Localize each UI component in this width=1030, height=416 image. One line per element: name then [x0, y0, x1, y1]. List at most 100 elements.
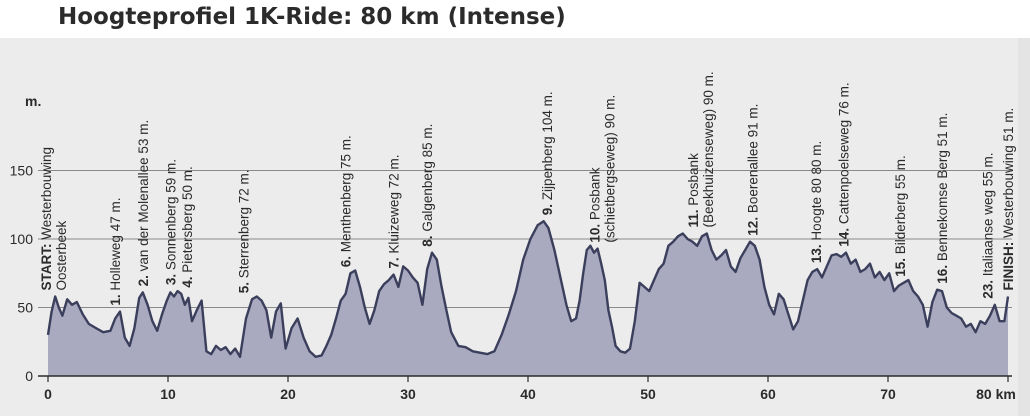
x-axis-ticks: 0 10 20 30 40 50 60 70 80 km	[44, 376, 1016, 402]
landmark-text: Holleweg 47 m.	[108, 198, 123, 291]
x-tick-label: 30	[400, 386, 416, 402]
landmark-number: 14.	[837, 224, 852, 247]
landmark-subtitle: (Beekhuizenseweg) 90 m.	[701, 71, 716, 227]
y-tick-label: 150	[10, 163, 34, 179]
landmark-number: FINISH:	[1001, 238, 1016, 291]
x-tick-label: 40	[520, 386, 536, 402]
landmark-name: 5. Sterrenberg 72 m.	[237, 169, 252, 293]
landmark-number: 16.	[935, 261, 950, 284]
y-axis-ticks: 0 50 100 150	[10, 163, 34, 385]
landmark-name: 9. Zijpenberg 104 m.	[540, 91, 555, 215]
landmark-label: 9. Zijpenberg 104 m.	[540, 91, 555, 215]
landmark-number: 5.	[237, 278, 252, 293]
landmark-label: 12. Boerenallee 91 m.	[745, 104, 760, 236]
landmark-text: Italiaanse weg 55 m.	[981, 152, 996, 276]
x-tick-label: 50	[640, 386, 656, 402]
y-tick-label: 50	[17, 300, 33, 316]
landmark-label: 16. Bennekomse Berg 51 m.	[935, 113, 950, 284]
landmark-name: 1. Holleweg 47 m.	[108, 198, 123, 306]
landmark-number: 15.	[893, 254, 908, 277]
landmark-label: 23. Italiaanse weg 55 m.	[981, 152, 996, 298]
landmark-text: Menthenberg 75 m.	[339, 135, 354, 252]
landmark-name: 4. Pietersberg 50 m.	[180, 166, 195, 288]
x-tick-label: 60	[760, 386, 776, 402]
landmark-number: 7.	[387, 254, 402, 269]
x-tick-label: 20	[280, 386, 296, 402]
landmark-name: 14. Cattenpoelseweg 76 m.	[837, 82, 852, 246]
x-tick-label: 80 km	[976, 386, 1016, 402]
landmark-name: 8. Galgenberg 85 m.	[420, 124, 435, 247]
landmark-number: 12.	[745, 213, 760, 236]
landmark-number: 10.	[587, 220, 602, 243]
landmark-number: 13.	[809, 241, 824, 264]
landmark-label: 6. Menthenberg 75 m.	[339, 135, 354, 267]
landmark-name: START: Westerbouwing	[39, 147, 54, 291]
landmark-name: 15. Bilderberg 55 m.	[893, 155, 908, 277]
landmark-number: 11.	[686, 206, 701, 228]
landmark-name: 3. Sonnenberg 59 m.	[163, 159, 178, 285]
elevation-area	[48, 221, 1008, 376]
landmark-number: START:	[39, 240, 54, 291]
landmark-text: Sterrenberg 72 m.	[237, 169, 252, 278]
landmark-name: FINISH: Westerbouwing 51 m.	[1001, 108, 1016, 291]
landmark-name: 13. Hoogte 80 80 m.	[809, 141, 824, 263]
landmark-number: 9.	[540, 200, 555, 215]
landmark-name: 23. Italiaanse weg 55 m.	[981, 152, 996, 298]
y-tick-label: 0	[25, 368, 33, 384]
landmark-text: Bilderberg 55 m.	[893, 155, 908, 254]
landmark-subtitle: (schietbergseweg) 90 m.	[602, 95, 617, 243]
y-axis-unit: m.	[25, 93, 41, 109]
landmark-number: 23.	[981, 276, 996, 299]
landmark-label: 7. Kluizeweg 72 m.	[387, 155, 402, 269]
landmark-text: Westerbouwing 51 m.	[1001, 108, 1016, 238]
landmark-text: Zijpenberg 104 m.	[540, 91, 555, 200]
landmark-number: 1.	[108, 291, 123, 306]
landmark-label: 15. Bilderberg 55 m.	[893, 155, 908, 277]
landmark-label: 1. Holleweg 47 m.	[108, 198, 123, 306]
plot-background-right-edge	[1018, 38, 1030, 416]
landmark-subtitle: Oosterbeek	[54, 220, 69, 290]
landmark-name: 11. Posbank	[686, 153, 701, 228]
landmark-text: Kluizeweg 72 m.	[387, 155, 402, 254]
landmark-number: 6.	[339, 252, 354, 267]
landmark-number: 3.	[163, 270, 178, 285]
landmark-text: Boerenallee 91 m.	[745, 104, 760, 214]
landmark-text: Posbank	[686, 153, 701, 206]
landmark-label: 10. Posbank (schietbergseweg) 90 m.	[587, 95, 617, 243]
landmark-text: Sonnenberg 59 m.	[163, 159, 178, 270]
landmark-name: 6. Menthenberg 75 m.	[339, 135, 354, 267]
x-tick-label: 70	[880, 386, 896, 402]
landmark-label: 8. Galgenberg 85 m.	[420, 124, 435, 247]
landmark-text: Bennekomse Berg 51 m.	[935, 113, 950, 262]
landmark-label: 13. Hoogte 80 80 m.	[809, 141, 824, 263]
landmark-name: 16. Bennekomse Berg 51 m.	[935, 113, 950, 284]
landmark-text: Westerbouwing	[39, 147, 54, 240]
landmark-label: FINISH: Westerbouwing 51 m.	[1001, 108, 1016, 291]
landmark-label: 2. van der Molenallee 53 m.	[136, 120, 151, 287]
landmark-label: 5. Sterrenberg 72 m.	[237, 169, 252, 293]
x-tick-label: 10	[160, 386, 176, 402]
landmark-name: 12. Boerenallee 91 m.	[745, 104, 760, 236]
chart-title: Hoogteprofiel 1K-Ride: 80 km (Intense)	[58, 4, 566, 30]
landmark-text: van der Molenallee 53 m.	[136, 120, 151, 272]
landmark-text: Posbank	[587, 167, 602, 220]
x-tick-label: 0	[44, 386, 52, 402]
elevation-chart: 0 50 100 150 0 10 20 30 40 50 60 70 80 km m. START:…	[0, 38, 1030, 416]
landmark-label: 11. Posbank (Beekhuizenseweg) 90 m.	[686, 71, 716, 227]
landmark-number: 8.	[420, 232, 435, 247]
landmark-name: 10. Posbank	[587, 167, 602, 242]
landmark-name: 2. van der Molenallee 53 m.	[136, 120, 151, 287]
landmark-text: Galgenberg 85 m.	[420, 124, 435, 232]
landmark-text: Pietersberg 50 m.	[180, 166, 195, 273]
landmark-label: 4. Pietersberg 50 m.	[180, 166, 195, 288]
landmark-name: 7. Kluizeweg 72 m.	[387, 155, 402, 269]
elevation-line	[46, 220, 1010, 358]
landmark-number: 4.	[180, 273, 195, 288]
y-tick-label: 100	[10, 231, 34, 247]
landmark-number: 2.	[136, 271, 151, 286]
landmark-label: 14. Cattenpoelseweg 76 m.	[837, 82, 852, 246]
landmark-text: Hoogte 80 80 m.	[809, 141, 824, 241]
landmark-label: 3. Sonnenberg 59 m.	[163, 159, 178, 285]
